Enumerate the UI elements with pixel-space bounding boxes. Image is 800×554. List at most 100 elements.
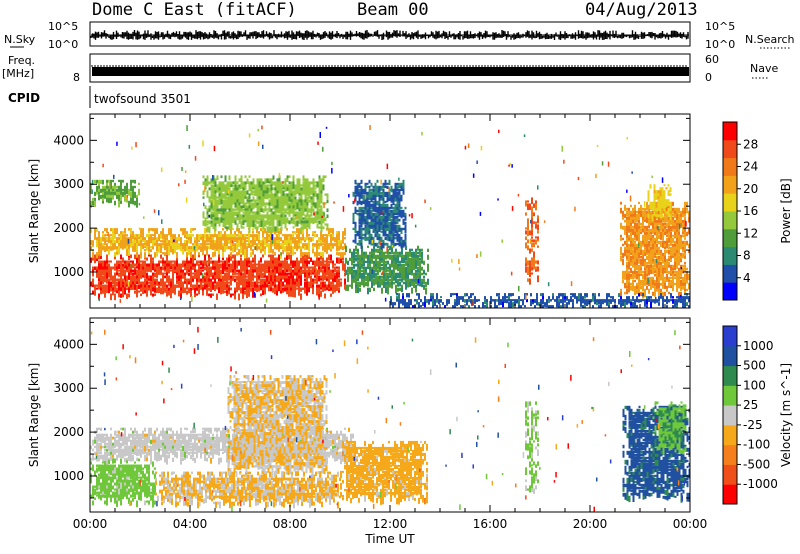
data-region xyxy=(620,201,690,299)
data-region xyxy=(90,254,346,301)
scatter-specks xyxy=(90,326,687,512)
colorbar-segment xyxy=(723,139,737,159)
colorbar-segment xyxy=(723,282,737,301)
y-axis-title: Slant Range [km] xyxy=(27,363,41,467)
nsky-bottom-tick: 10^0 xyxy=(48,38,78,51)
y-axis-title: Slant Range [km] xyxy=(27,159,41,263)
freq-label: Freq. xyxy=(8,54,35,67)
y-tick-label: 3000 xyxy=(53,177,84,191)
colorbar-tick-label: 20 xyxy=(743,182,758,196)
colorbar-tick-label: -500 xyxy=(743,457,770,471)
colorbar-tick-label: -1000 xyxy=(743,477,778,491)
colorbar-segment xyxy=(723,122,737,141)
data-region xyxy=(227,375,328,478)
y-tick-label: 1000 xyxy=(53,265,84,279)
colorbar-segment xyxy=(723,326,737,347)
data-region xyxy=(155,471,341,509)
nsky-trace xyxy=(90,30,689,40)
velocity-data xyxy=(90,326,690,512)
date-label: 04/Aug/2013 xyxy=(585,0,698,20)
scatter-specks xyxy=(91,125,687,306)
colorbar-frame xyxy=(722,325,738,505)
x-tick-label: 00:00 xyxy=(73,517,108,531)
colorbar-tick-label: 100 xyxy=(743,378,766,392)
x-tick-label: 08:00 xyxy=(273,517,308,531)
colorbar-segment xyxy=(723,246,737,265)
colorbar-segment xyxy=(723,193,737,212)
colorbar-segment xyxy=(723,211,737,230)
nsearch-bottom-tick: 10^0 xyxy=(705,38,735,51)
nsky-label: N.Sky xyxy=(4,33,36,46)
cpid-value: twofsound 3501 xyxy=(94,92,191,106)
colorbar-segment xyxy=(723,175,737,194)
velocity-panel: 1000 2000 3000 4000 Slant Range [km] 00:00 04:… xyxy=(27,317,793,546)
x-tick-label: 12:00 xyxy=(373,517,408,531)
plot-title: Dome C East (fitACF) xyxy=(92,0,297,20)
colorbar-tick-label: 28 xyxy=(743,137,758,151)
colorbar-segment xyxy=(723,365,737,386)
colorbar: 4 8 12 16 20 24 28 Power [dB] xyxy=(722,121,793,301)
colorbar-tick-label: 25 xyxy=(743,398,758,412)
data-region xyxy=(647,184,672,221)
nave-label: Nave xyxy=(750,62,778,75)
colorbar-title: Power [dB] xyxy=(779,178,793,243)
colorbar-tick-label: 500 xyxy=(743,359,766,373)
colorbar-segment xyxy=(723,385,737,406)
y-tick-label: 3000 xyxy=(53,381,84,395)
colorbar-tick-label: 12 xyxy=(743,226,758,240)
data-region xyxy=(340,440,428,505)
colorbar-segment xyxy=(723,464,737,485)
data-region xyxy=(90,179,140,208)
colorbar-tick-label: -25 xyxy=(743,418,763,432)
x-tick-label: 04:00 xyxy=(173,517,208,531)
beam-label: Beam 00 xyxy=(357,0,429,20)
y-tick-label: 4000 xyxy=(53,133,84,147)
colorbar-tick-label: 24 xyxy=(743,160,758,174)
x-axis-title: Time UT xyxy=(364,532,415,546)
colorbar-segment xyxy=(723,424,737,446)
data-region xyxy=(525,197,539,285)
data-region xyxy=(90,458,156,508)
y-tick-label: 2000 xyxy=(53,221,84,235)
colorbar-segment xyxy=(723,405,737,426)
nave-top-tick: 60 xyxy=(705,53,719,66)
nsearch-label: N.Search xyxy=(745,33,795,46)
y-tick-label: 2000 xyxy=(53,425,84,439)
data-region xyxy=(345,245,429,295)
data-region xyxy=(390,293,690,308)
colorbar-tick-label: 4 xyxy=(743,271,751,285)
nsky-top-tick: 10^5 xyxy=(48,20,78,33)
colorbar-segment xyxy=(723,264,737,283)
freq-unit: [MHz] xyxy=(2,67,34,80)
nave-bottom-tick: 0 xyxy=(705,71,712,84)
colorbar-segment xyxy=(723,484,737,505)
power-data xyxy=(90,125,690,308)
colorbar-tick-label: 16 xyxy=(743,204,758,218)
data-region xyxy=(202,175,329,234)
cpid-label: CPID xyxy=(8,91,40,105)
data-region xyxy=(525,401,539,494)
colorbar-segment xyxy=(723,345,737,367)
freq-strip-frame xyxy=(89,53,691,83)
colorbar: -1000 -500 -100 -25 25 100 500 1000 Velocity [m … xyxy=(722,325,793,505)
nsky-strip-frame xyxy=(89,21,691,47)
y-tick-label: 4000 xyxy=(53,337,84,351)
freq-trace-spikes xyxy=(91,65,687,67)
x-tick-label: 00:00 xyxy=(673,517,708,531)
freq-bottom-tick: 8 xyxy=(73,71,80,84)
colorbar-segment xyxy=(723,444,737,465)
freq-trace-ticks xyxy=(91,65,687,67)
x-tick-label: 16:00 xyxy=(473,517,508,531)
x-tick-label: 20:00 xyxy=(573,517,608,531)
y-tick-label: 1000 xyxy=(53,469,84,483)
nsearch-top-tick: 10^5 xyxy=(705,20,735,33)
freq-trace xyxy=(92,67,689,76)
data-region xyxy=(352,179,407,250)
colorbar-segment xyxy=(723,228,737,248)
colorbar-tick-label: 1000 xyxy=(743,339,774,353)
colorbar-title: Velocity [m s^-1] xyxy=(779,363,793,467)
power-panel: 1000 2000 3000 4000 Slant Range [km] 4 8 12 16 20… xyxy=(27,113,793,309)
data-region xyxy=(652,401,687,455)
colorbar-tick-label: 8 xyxy=(743,249,751,263)
